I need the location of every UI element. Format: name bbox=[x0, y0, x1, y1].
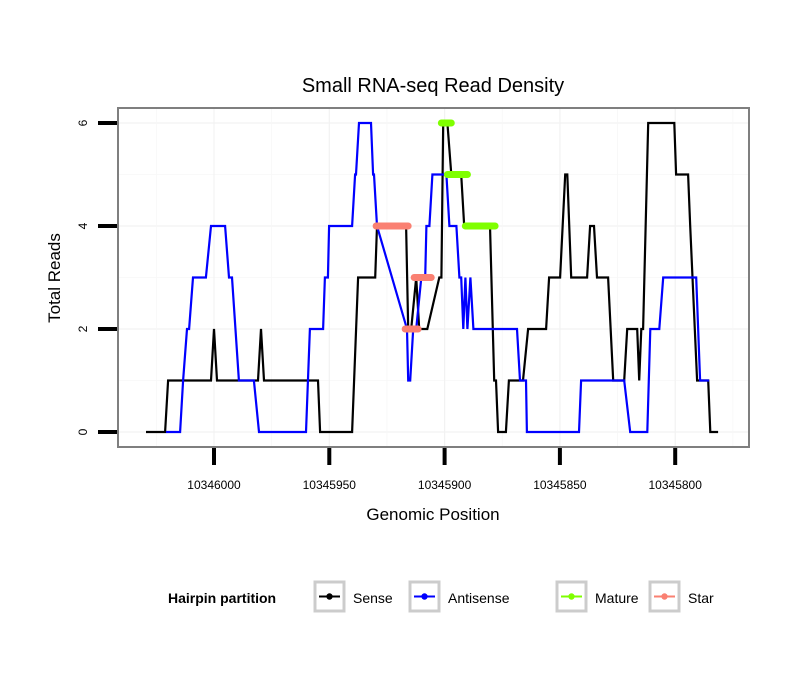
legend-title: Hairpin partition bbox=[168, 590, 276, 606]
y-tick-label: 4 bbox=[76, 222, 90, 229]
x-tick-label: 10345950 bbox=[303, 478, 357, 492]
chart-title: Small RNA-seq Read Density bbox=[302, 75, 564, 97]
y-tick-label: 2 bbox=[76, 325, 90, 332]
x-tick-label: 10345850 bbox=[533, 478, 587, 492]
legend: Hairpin partition Sense Antisense Mature St… bbox=[168, 580, 714, 613]
legend-item-mature: Mature bbox=[555, 580, 639, 613]
legend-items: Sense Antisense Mature Star bbox=[313, 580, 714, 613]
x-axis-title: Genomic Position bbox=[366, 505, 499, 524]
panel-border bbox=[117, 107, 750, 448]
y-axis-title: Total Reads bbox=[45, 233, 64, 323]
legend-key-point bbox=[661, 593, 668, 600]
legend-label: Mature bbox=[595, 590, 639, 606]
series-line-sense bbox=[146, 121, 719, 434]
legend-key-point bbox=[421, 593, 428, 600]
legend-key-point bbox=[326, 593, 333, 600]
plot-panel bbox=[117, 107, 750, 448]
series-layer bbox=[146, 119, 719, 434]
y-tick-label: 6 bbox=[76, 119, 90, 126]
x-tick-label: 10346000 bbox=[187, 478, 241, 492]
legend-label: Antisense bbox=[448, 590, 510, 606]
legend-item-sense: Sense bbox=[313, 580, 393, 613]
legend-item-antisense: Antisense bbox=[408, 580, 510, 613]
legend-label: Star bbox=[688, 590, 714, 606]
x-tick-label: 10345800 bbox=[649, 478, 703, 492]
x-tick-label: 10345900 bbox=[418, 478, 472, 492]
y-tick-label: 0 bbox=[76, 428, 90, 435]
y-axis: 0 2 4 6 bbox=[76, 119, 117, 435]
x-axis: 10346000 10345950 10345900 10345850 10345800 bbox=[187, 448, 702, 492]
legend-item-star: Star bbox=[648, 580, 714, 613]
legend-label: Sense bbox=[353, 590, 393, 606]
legend-key-point bbox=[568, 593, 575, 600]
